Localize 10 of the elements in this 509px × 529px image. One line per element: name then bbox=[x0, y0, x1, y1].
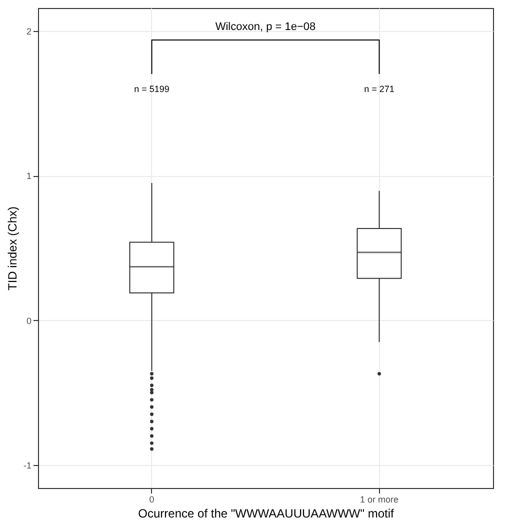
y-tick-label: -1 bbox=[23, 460, 32, 470]
y-tick-label: 2 bbox=[26, 26, 32, 37]
y-tick-label: 0 bbox=[26, 316, 32, 326]
annotation: Wilcoxon, p = 1e−08 bbox=[215, 21, 316, 33]
y-axis-title: TID index (Chx) bbox=[6, 206, 20, 291]
y-tick-label: 1 bbox=[26, 171, 32, 182]
annotation: n = 5199 bbox=[134, 84, 170, 94]
x-axis-title: Ocurrence of the "WWWAAUUUAAWWW" motif bbox=[138, 506, 394, 520]
x-tick-label: 1 or more bbox=[360, 494, 399, 504]
annotation: n = 271 bbox=[364, 84, 394, 94]
